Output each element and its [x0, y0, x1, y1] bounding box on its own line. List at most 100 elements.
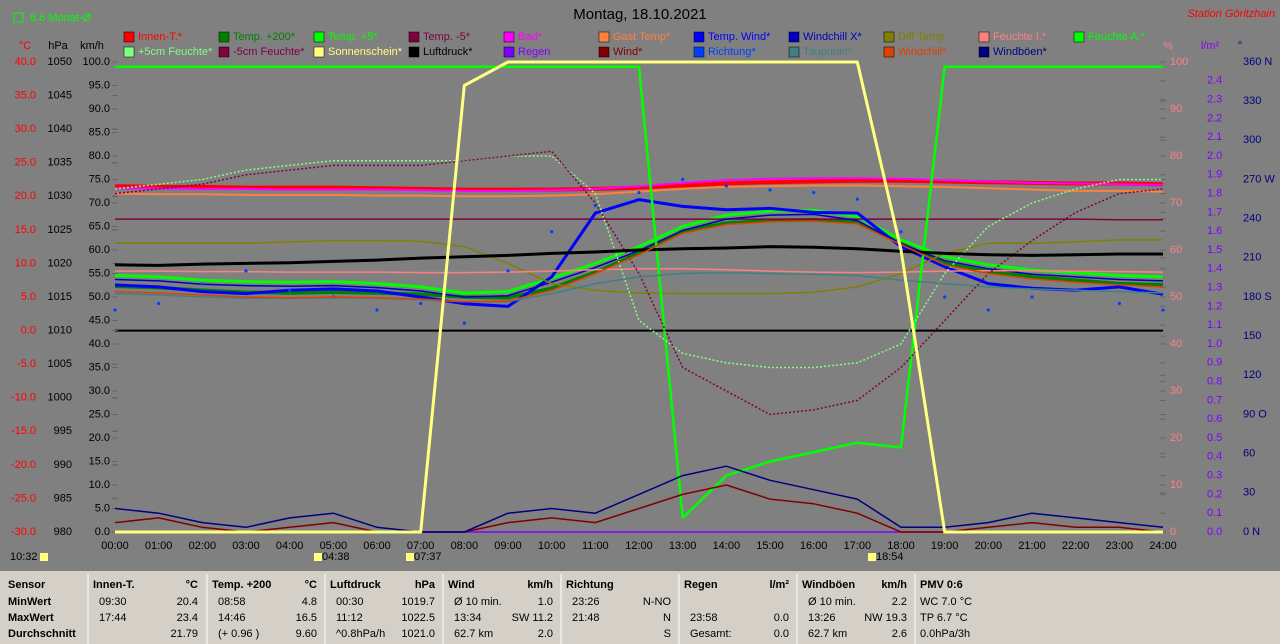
x-tick-label: 22:00 [1062, 540, 1090, 552]
y-tick-label: 0.4 [1207, 451, 1222, 463]
direction-dot [986, 308, 990, 312]
y-tick-label: 75.0 [89, 173, 110, 185]
sun-time: 07:37 [414, 551, 442, 563]
y-tick-label: 0.1 [1207, 507, 1222, 519]
y-tick-label: 80.0 [89, 150, 110, 162]
column-unit: hPa [415, 579, 436, 591]
y-tick-label: 1000 [48, 392, 72, 404]
legend-label: Feuchte I.* [993, 31, 1047, 43]
legend-swatch [313, 31, 325, 43]
y-tick-label: -20.0 [11, 459, 36, 471]
y-tick-label: 1.4 [1207, 263, 1222, 275]
y-tick-label: -30.0 [11, 526, 36, 538]
series-line [115, 177, 1164, 192]
legend-swatch [598, 46, 610, 58]
y-tick-label: 50 [1170, 291, 1182, 303]
y-tick-label: 1.6 [1207, 225, 1222, 237]
y-tick-label: 1015 [48, 291, 72, 303]
y-tick-label: 0.0 [95, 526, 110, 538]
direction-dot [288, 288, 292, 293]
cell-left: Ø 10 min. [454, 596, 502, 608]
y-tick-label: 1.2 [1207, 300, 1222, 312]
legend-label: Luftdruck* [423, 46, 473, 58]
y-tick-label: 40.0 [15, 56, 36, 68]
legend-label: Taupunkt* [803, 46, 853, 58]
y-tick-label: 35.0 [89, 361, 110, 373]
cell-value: NW 19.3 [864, 612, 907, 624]
legend-swatch [978, 46, 990, 58]
direction-dot [724, 184, 728, 188]
y-tick-label: 55.0 [89, 267, 110, 279]
y-tick-label: 120 [1243, 369, 1261, 381]
y-tick-label: 0.8 [1207, 376, 1222, 388]
axis-unit: % [1163, 40, 1173, 52]
series-line [114, 484, 1164, 533]
y-tick-label: 1045 [48, 89, 72, 101]
cell-value: 9.60 [296, 628, 317, 640]
cell-left: Ø 10 min. [808, 596, 856, 608]
cell-left: 23:58 [690, 612, 718, 624]
cell-value: 2.0 [538, 628, 553, 640]
y-tick-label: 95.0 [89, 79, 110, 91]
sun-marker [314, 553, 322, 561]
series-line [114, 218, 1164, 300]
y-tick-label: 25.0 [89, 408, 110, 420]
x-tick-label: 15:00 [756, 540, 784, 552]
y-tick-label: 1050 [48, 56, 72, 68]
legend-label: Sonnenschein* [328, 46, 403, 58]
x-tick-label: 05:00 [320, 540, 348, 552]
legend-label: Wind* [613, 46, 643, 58]
legend-swatch [883, 46, 895, 58]
series-line [115, 60, 1163, 534]
x-tick-label: 09:00 [494, 540, 522, 552]
cell-left: 14:46 [218, 612, 246, 624]
y-tick-label: 5.0 [21, 291, 36, 303]
y-tick-label: 60.0 [89, 244, 110, 256]
y-tick-label: 0.7 [1207, 394, 1222, 406]
x-tick-label: 14:00 [713, 540, 741, 552]
y-tick-label: 90 O [1243, 408, 1267, 420]
direction-dot [1117, 301, 1121, 306]
y-tick-label: 1.5 [1207, 244, 1222, 256]
series-line [114, 465, 1164, 533]
legend-swatch [123, 31, 135, 43]
legend-label: Windböen* [993, 46, 1048, 58]
y-tick-label: 15.0 [89, 455, 110, 467]
legend-swatch [408, 46, 420, 58]
series-line [115, 65, 1163, 520]
direction-dot [943, 295, 947, 299]
legend-swatch [218, 46, 230, 58]
cell-value: 1022.5 [401, 612, 435, 624]
legend-swatch [503, 31, 515, 43]
x-tick-label: 24:00 [1149, 540, 1177, 552]
series-line [115, 239, 1163, 295]
column-header: Luftdruck [330, 579, 382, 591]
y-tick-label: 995 [54, 425, 72, 437]
row-label: MaxWert [8, 612, 54, 624]
legend-label: Temp. +200* [233, 31, 296, 43]
cell-value: 1.0 [538, 596, 553, 608]
x-tick-label: 06:00 [363, 540, 391, 552]
x-tick-label: 13:00 [669, 540, 697, 552]
cell-left: 11:12 [336, 612, 363, 624]
x-tick-label: 21:00 [1018, 540, 1046, 552]
legend-swatch [978, 31, 990, 43]
y-tick-label: 0.9 [1207, 357, 1222, 369]
direction-dot [157, 301, 161, 306]
direction-dot [113, 308, 117, 312]
legend-label: Temp. -5* [423, 31, 471, 43]
y-tick-label: 1020 [48, 257, 72, 269]
y-tick-label: 180 S [1243, 291, 1272, 303]
corner-swatch [13, 12, 24, 23]
x-tick-label: 11:00 [582, 540, 609, 552]
y-tick-label: 1.9 [1207, 169, 1222, 181]
row-label: MinWert [8, 596, 52, 608]
direction-dot [462, 321, 466, 325]
y-tick-label: 90 [1170, 103, 1182, 115]
y-tick-label: 65.0 [89, 220, 110, 232]
x-tick-label: 16:00 [800, 540, 828, 552]
y-tick-label: 70.0 [89, 197, 110, 209]
y-tick-label: 1030 [48, 190, 72, 202]
series-line [114, 220, 1164, 303]
